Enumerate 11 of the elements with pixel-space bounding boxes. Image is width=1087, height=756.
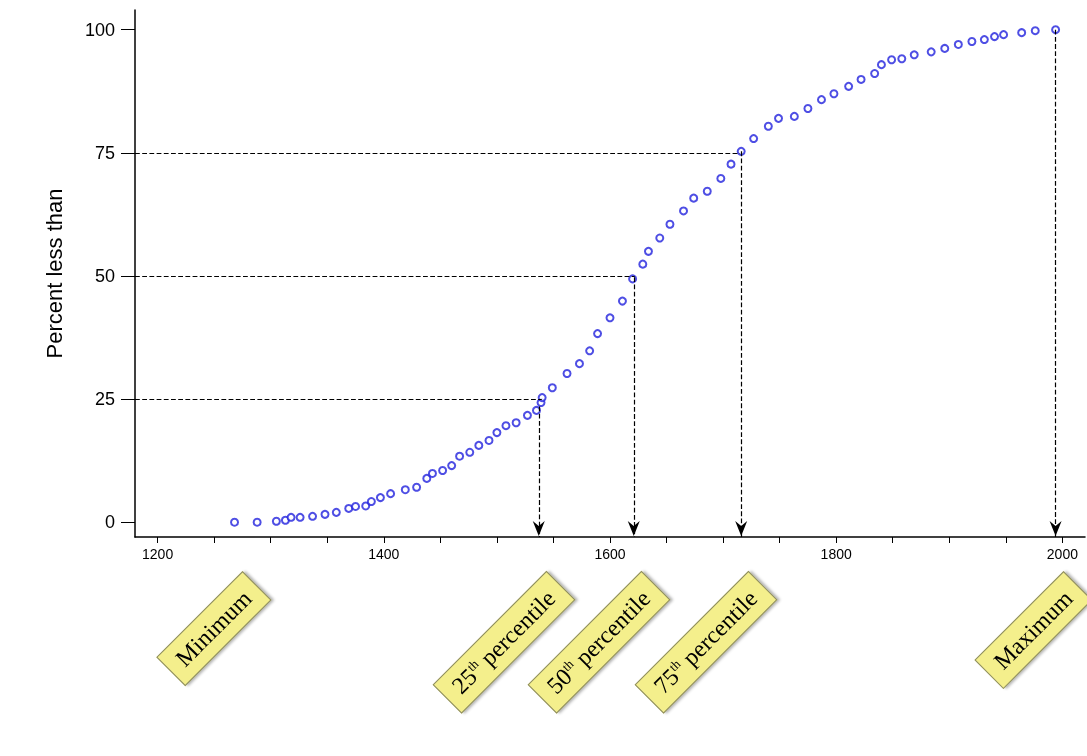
y-tick-label: 75: [94, 142, 115, 163]
x-tick-label: 1600: [594, 546, 626, 562]
y-tick-label: 25: [94, 389, 115, 410]
y-tick-label: 50: [94, 265, 115, 286]
x-tick-label: 2000: [1046, 546, 1079, 562]
y-axis-title: Percent less than: [41, 188, 67, 359]
y-tick-label: 0: [104, 512, 115, 533]
x-tick-label: 1200: [142, 546, 174, 562]
y-tick-label: 100: [84, 19, 115, 40]
x-tick-label: 1800: [820, 546, 852, 562]
x-tick-label: 1400: [368, 546, 400, 562]
